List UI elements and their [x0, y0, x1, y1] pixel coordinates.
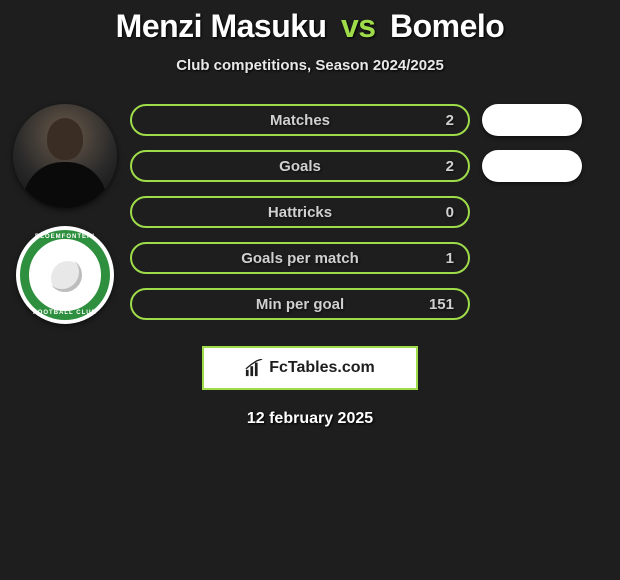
brand-box[interactable]: FcTables.com — [202, 346, 418, 390]
chart-icon — [245, 359, 263, 377]
stat-value-player1: 1 — [446, 250, 454, 267]
stat-row: Hattricks 0 — [130, 196, 612, 228]
player-avatar — [13, 104, 117, 208]
vs-label: vs — [335, 8, 382, 44]
stat-value-player1: 2 — [446, 158, 454, 175]
stat-value-player1: 2 — [446, 112, 454, 129]
stat-value-player1: 151 — [429, 296, 454, 313]
badge-text-top: BLOEMFONTEIN — [16, 234, 114, 240]
stat-bar-player1: Goals per match 1 — [130, 242, 470, 274]
stat-label: Min per goal — [256, 296, 344, 313]
stat-bar-player1: Hattricks 0 — [130, 196, 470, 228]
stat-value-player1: 0 — [446, 204, 454, 221]
left-column: BLOEMFONTEIN FOOTBALL CLUB — [0, 104, 130, 324]
stat-bar-player1: Min per goal 151 — [130, 288, 470, 320]
page-title: Menzi Masuku vs Bomelo — [0, 0, 620, 45]
stat-row: Matches 2 — [130, 104, 612, 136]
player1-name: Menzi Masuku — [116, 8, 327, 44]
brand-text: FcTables.com — [269, 359, 375, 377]
stat-label: Goals per match — [241, 250, 359, 267]
badge-text-bottom: FOOTBALL CLUB — [16, 310, 114, 316]
stat-bar-player2 — [482, 104, 582, 136]
content-area: BLOEMFONTEIN FOOTBALL CLUB Matches2Goals… — [0, 104, 620, 324]
subtitle: Club competitions, Season 2024/2025 — [0, 57, 620, 74]
stat-bar-player1: Goals 2 — [130, 150, 470, 182]
stat-row: Goals 2 — [130, 150, 612, 182]
stats-bars: Matches 2 Goals 2 Hattricks 0 Goals per match 1… — [130, 104, 620, 320]
date-label: 12 february 2025 — [0, 410, 620, 428]
stat-row: Goals per match 1 — [130, 242, 612, 274]
player2-name: Bomelo — [390, 8, 504, 44]
stat-bar-player2 — [482, 150, 582, 182]
stat-bar-player1: Matches 2 — [130, 104, 470, 136]
stat-row: Min per goal 151 — [130, 288, 612, 320]
club-badge: BLOEMFONTEIN FOOTBALL CLUB — [16, 226, 114, 324]
stat-label: Goals — [279, 158, 321, 175]
stat-label: Matches — [270, 112, 330, 129]
stat-label: Hattricks — [268, 204, 332, 221]
